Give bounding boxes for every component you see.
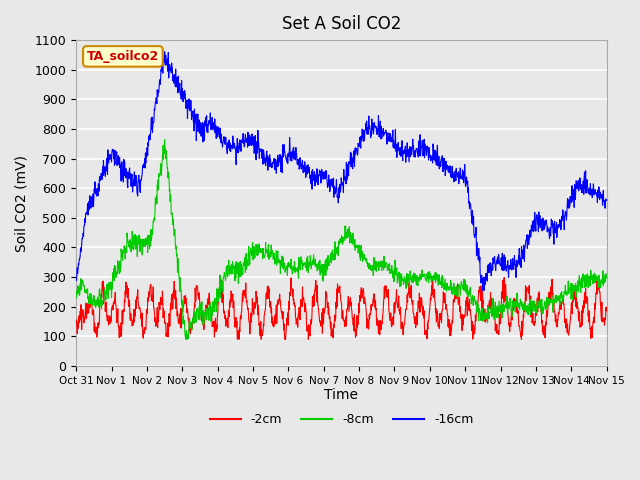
Text: TA_soilco2: TA_soilco2 bbox=[87, 50, 159, 63]
Title: Set A Soil CO2: Set A Soil CO2 bbox=[282, 15, 401, 33]
Legend: -2cm, -8cm, -16cm: -2cm, -8cm, -16cm bbox=[205, 408, 478, 432]
Y-axis label: Soil CO2 (mV): Soil CO2 (mV) bbox=[15, 155, 29, 252]
X-axis label: Time: Time bbox=[324, 388, 358, 402]
